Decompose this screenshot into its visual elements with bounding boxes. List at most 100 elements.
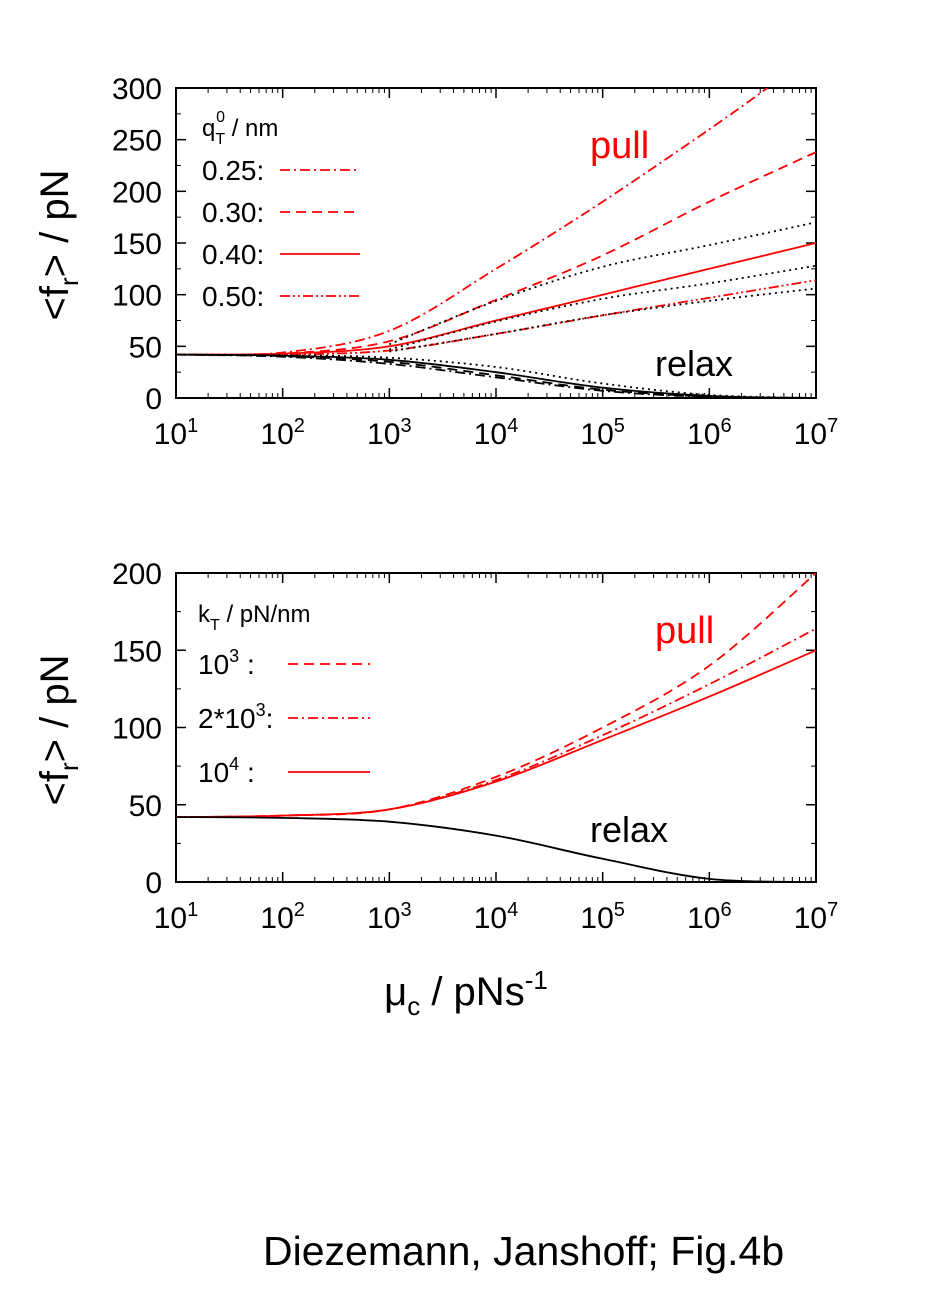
legend-label-part: :: [266, 703, 274, 734]
legend-label-part: :: [239, 649, 255, 680]
x-tick-label: 107: [794, 415, 839, 451]
caption: Diezemann, Janshoff; Fig.4b: [263, 1228, 785, 1274]
x-tick-label: 103: [367, 899, 412, 935]
series-group: [176, 88, 816, 398]
y-tick-label: 150: [112, 228, 162, 261]
x-tick-label: 105: [580, 415, 625, 451]
x-tick-exponent: 1: [187, 415, 198, 437]
x-tick-label: 104: [474, 415, 519, 451]
series-line-pull-2: [176, 151, 816, 356]
legend-label: 0.25:: [202, 155, 264, 186]
legend-title-part: T: [210, 617, 220, 634]
x-tick-base: 10: [580, 902, 613, 935]
y-tick-label: 0: [145, 383, 162, 416]
y-tick-label: 50: [129, 790, 162, 823]
x-tick-exponent: 4: [507, 415, 518, 437]
x-tick-label: 104: [474, 899, 519, 935]
legend-title-part: k: [198, 601, 211, 628]
y-tick-label: 50: [129, 331, 162, 364]
x-tick-exponent: 1: [187, 899, 198, 921]
y-tick-label: 150: [112, 635, 162, 668]
x-tick-base: 10: [687, 902, 720, 935]
series-line-pull-3: [176, 242, 816, 356]
series-line-pull-4: [176, 279, 816, 356]
annotation-relax: relax: [655, 343, 733, 384]
x-tick-exponent: 2: [294, 899, 305, 921]
series-line-pull-6: [389, 264, 816, 351]
x-tick-label: 106: [687, 415, 732, 451]
x-tick-label: 106: [687, 899, 732, 935]
x-tick-exponent: 6: [720, 899, 731, 921]
annotation-pull: pull: [590, 125, 649, 167]
x-tick-base: 10: [367, 418, 400, 451]
x-tick-base: 10: [154, 418, 187, 451]
legend-title-part: T: [215, 131, 225, 148]
series-line-pull-1: [176, 573, 816, 818]
series-line-pull-7: [389, 287, 816, 353]
y-tick-label: 300: [112, 73, 162, 106]
x-tick-base: 10: [260, 902, 293, 935]
series-line-pull-1: [176, 88, 768, 356]
legend-label-part: 2*10: [198, 703, 256, 734]
x-tick-exponent: 6: [720, 415, 731, 437]
x-tick-base: 10: [260, 418, 293, 451]
legend-title-part: / nm: [225, 115, 278, 142]
series-line-pull-3: [176, 649, 816, 818]
chart-panel-1: 101 102 103 104 105 106 107050100150200250300<…: [33, 73, 838, 451]
x-tick-label: 102: [260, 899, 305, 935]
x-tick-label: 103: [367, 415, 412, 451]
legend-title-part: / pN/nm: [220, 601, 311, 628]
annotation-relax: relax: [590, 809, 668, 850]
x-tick-base: 10: [367, 902, 400, 935]
legend-label-part: 3: [229, 646, 239, 666]
x-tick-exponent: 3: [400, 899, 411, 921]
series-line-relax-11: [176, 353, 816, 398]
x-tick-exponent: 3: [400, 415, 411, 437]
x-tick-label: 101: [154, 415, 199, 451]
x-tick-base: 10: [474, 902, 507, 935]
legend-label-part: 10: [198, 757, 229, 788]
legend-label: 2*103:: [198, 700, 273, 734]
x-tick-base: 10: [794, 902, 827, 935]
x-axis-label: μc / pNs-1: [384, 965, 548, 1021]
series-line-relax-10: [176, 353, 816, 398]
x-axis-label-part: -1: [525, 965, 548, 995]
series-group: [176, 573, 816, 882]
series-line-pull-5: [388, 221, 816, 346]
x-tick-exponent: 5: [614, 899, 625, 921]
x-tick-label: 107: [794, 899, 839, 935]
legend-label: 103 :: [198, 646, 255, 680]
legend-title-part: q: [202, 115, 215, 142]
x-axis-label-part: μ: [384, 970, 407, 1014]
y-axis-label-part: <f: [33, 285, 77, 320]
x-tick-exponent: 2: [294, 415, 305, 437]
x-tick-label: 105: [580, 899, 625, 935]
legend-label: 0.40:: [202, 239, 264, 270]
y-axis-label-part: <f: [33, 770, 77, 805]
y-tick-label: 200: [112, 558, 162, 591]
y-tick-label: 250: [112, 125, 162, 158]
y-tick-label: 0: [145, 867, 162, 900]
x-tick-base: 10: [794, 418, 827, 451]
x-tick-label: 101: [154, 899, 199, 935]
y-axis-label-part: > / pN: [33, 170, 77, 278]
legend: qT 0 / nm 0.25: 0.30: 0.40: 0.50:: [202, 109, 360, 312]
legend-label-part: 4: [229, 754, 239, 774]
legend-label: 0.50:: [202, 281, 264, 312]
y-tick-label: 100: [112, 713, 162, 746]
y-axis-label-part: r: [54, 762, 84, 771]
x-tick-exponent: 7: [827, 899, 838, 921]
legend-label: 0.30:: [202, 197, 264, 228]
legend-label: 104 :: [198, 754, 255, 788]
x-tick-exponent: 4: [507, 899, 518, 921]
series-line-relax-4: [176, 816, 816, 882]
y-axis-label: <fr> / pN: [33, 655, 84, 806]
x-tick-base: 10: [154, 902, 187, 935]
x-axis-label-part: / pNs: [420, 970, 524, 1014]
y-axis-label-part: > / pN: [33, 655, 77, 763]
x-tick-base: 10: [474, 418, 507, 451]
y-axis-label: <fr> / pN: [33, 170, 84, 321]
